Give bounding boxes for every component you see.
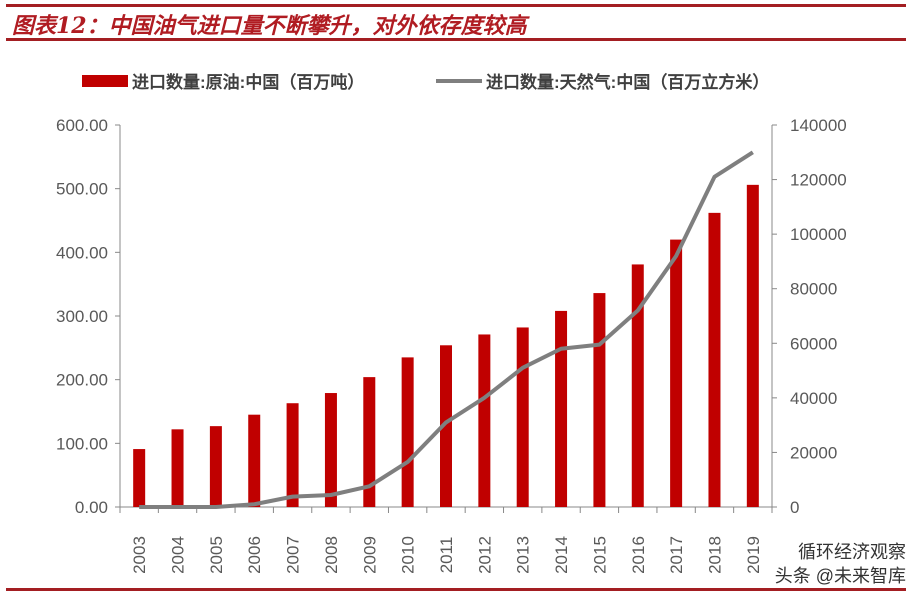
bar-crude-oil	[516, 327, 529, 507]
bar-crude-oil	[248, 414, 261, 507]
legend-swatch-crude-oil	[82, 75, 128, 87]
bar-crude-oil	[209, 426, 222, 507]
bar-crude-oil	[324, 393, 337, 507]
left-tick-label: 200.00	[56, 371, 108, 390]
right-tick-label: 140000	[790, 116, 847, 135]
x-tick-label: 2019	[744, 536, 763, 574]
right-tick-label: 20000	[790, 443, 837, 462]
right-tick-label: 80000	[790, 280, 837, 299]
right-tick-label: 100000	[790, 225, 847, 244]
x-tick-label: 2017	[667, 536, 686, 574]
x-tick-label: 2011	[437, 537, 456, 574]
x-tick-label: 2009	[360, 536, 379, 574]
bar-crude-oil	[286, 403, 299, 507]
legend-label-natural-gas: 进口数量:天然气:中国（百万立方米）	[486, 72, 769, 92]
right-tick-label: 0	[790, 498, 799, 517]
watermark-text: 循环经济观察	[798, 542, 906, 562]
line-natural-gas	[139, 150, 754, 509]
bar-crude-oil	[401, 357, 414, 507]
bar-crude-oil	[670, 239, 683, 507]
left-tick-label: 0.00	[75, 498, 108, 517]
x-tick-label: 2004	[169, 536, 188, 574]
x-tick-label: 2014	[552, 536, 571, 574]
bar-crude-oil	[708, 212, 721, 508]
bar-crude-oil	[478, 334, 491, 507]
x-tick-label: 2010	[399, 536, 418, 574]
x-tick-label: 2006	[245, 536, 264, 574]
bar-crude-oil	[555, 310, 568, 507]
left-tick-label: 600.00	[56, 116, 108, 135]
left-tick-label: 400.00	[56, 243, 108, 262]
chart-title: 图表12：中国油气进口量不断攀升，对外依存度较高	[12, 13, 527, 39]
x-tick-label: 2013	[514, 536, 533, 574]
right-tick-label: 60000	[790, 334, 837, 353]
left-tick-label: 500.00	[56, 180, 108, 199]
x-tick-label: 2005	[207, 536, 226, 574]
bottom-rule	[6, 588, 906, 591]
title-rule	[6, 38, 906, 41]
x-tick-label: 2018	[705, 536, 724, 574]
x-tick-label: 2008	[322, 536, 341, 574]
bar-crude-oil	[440, 345, 452, 507]
x-tick-label: 2016	[629, 536, 648, 574]
x-tick-label: 2012	[475, 536, 494, 574]
x-tick-label: 2003	[130, 536, 149, 574]
bar-crude-oil	[363, 377, 376, 507]
bar-crude-oil	[133, 449, 146, 507]
legend-label-crude-oil: 进口数量:原油:中国（百万吨）	[132, 72, 364, 92]
left-tick-label: 100.00	[56, 434, 108, 453]
bar-crude-oil	[171, 429, 184, 507]
watermark-text: 头条 @未来智库	[775, 566, 906, 586]
right-tick-label: 40000	[790, 389, 837, 408]
left-tick-label: 300.00	[56, 307, 108, 326]
x-tick-label: 2007	[284, 536, 303, 574]
bar-crude-oil	[631, 264, 644, 507]
x-tick-label: 2015	[590, 536, 609, 574]
bar-crude-oil	[593, 293, 606, 507]
top-rule	[6, 4, 906, 7]
bar-crude-oil	[746, 184, 759, 507]
right-tick-label: 120000	[790, 171, 847, 190]
